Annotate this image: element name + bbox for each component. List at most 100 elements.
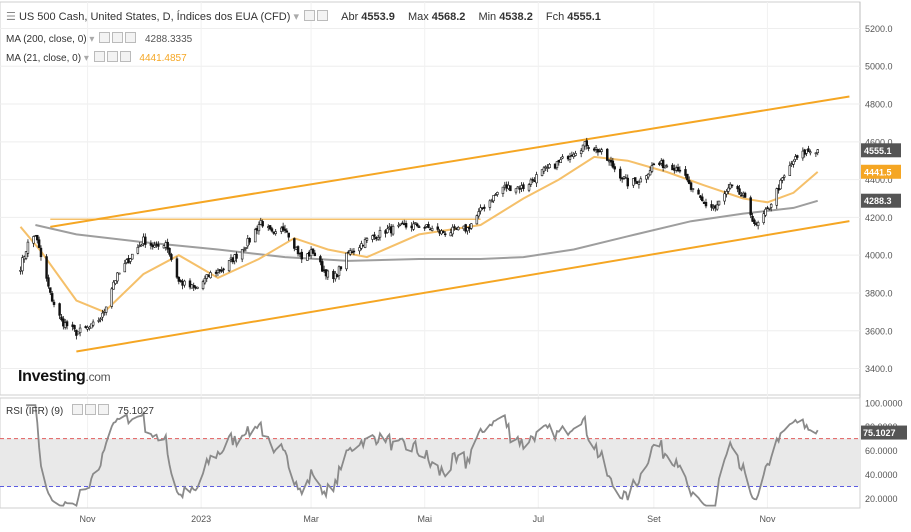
price-tag (861, 193, 901, 208)
candle (738, 188, 741, 195)
candle (257, 224, 261, 232)
candle (416, 223, 419, 227)
price-tick-label: 3800.0 (865, 288, 893, 298)
candle (242, 248, 246, 251)
candle (816, 149, 819, 154)
candle (371, 235, 374, 240)
candle (736, 186, 739, 190)
settings-icon[interactable] (106, 51, 118, 62)
candle (149, 243, 153, 246)
candle (529, 179, 533, 185)
candle (650, 165, 654, 172)
candle (311, 248, 315, 254)
candle (248, 237, 251, 243)
rsi-tick-label: 60.0000 (865, 446, 898, 456)
candle (704, 201, 708, 207)
candle (442, 230, 445, 234)
rsi-value: 75.1027 (117, 406, 154, 417)
candle (414, 222, 417, 224)
ma200-legend: MA (200, close, 0) ▾ 4288.3335 (6, 32, 192, 45)
candle (220, 270, 223, 272)
low-value: 4538.2 (499, 11, 533, 23)
visibility-icon[interactable] (99, 32, 111, 43)
time-tick-label: Nov (759, 514, 776, 524)
candle (177, 276, 181, 282)
candle (47, 277, 50, 287)
candle (633, 177, 637, 182)
visibility-icon[interactable] (72, 404, 83, 415)
chevron-down-icon[interactable]: ▾ (89, 34, 95, 45)
settings-icon[interactable] (304, 10, 316, 21)
candle (645, 175, 648, 180)
candle (548, 164, 551, 169)
candle (321, 261, 324, 272)
candle (397, 224, 400, 227)
candle (281, 226, 285, 231)
candle (270, 228, 274, 232)
candle (378, 229, 382, 238)
open-value: 4553.9 (361, 11, 395, 23)
candle (58, 303, 61, 316)
chevron-down-icon[interactable]: ▾ (293, 11, 299, 23)
investing-logo: Investing.com (18, 368, 111, 386)
candle (710, 204, 713, 208)
price-pane-grid (0, 1, 861, 508)
candle (430, 228, 434, 231)
settings-icon[interactable] (85, 404, 96, 415)
close-icon[interactable] (317, 10, 329, 21)
axis-labels: 3400.0 3600.0 3800.0 4000.0 4200.0 4400.0 4600… (80, 24, 907, 524)
candle (727, 187, 730, 192)
candle (689, 182, 693, 190)
close-icon[interactable] (125, 32, 137, 43)
candle (777, 187, 780, 191)
price-pane[interactable] (19, 95, 850, 353)
candle (581, 144, 585, 152)
candle (542, 167, 546, 172)
candle (796, 155, 799, 158)
candle (647, 173, 650, 178)
logo-suffix: .com (85, 370, 111, 384)
candle (814, 152, 818, 155)
candle (376, 237, 380, 240)
candle (114, 280, 117, 284)
candle (453, 226, 456, 228)
candle (540, 169, 544, 176)
price-tag-label: 4441.5 (864, 167, 892, 177)
candle (170, 254, 173, 260)
candle (412, 223, 415, 230)
candle (728, 183, 732, 189)
candle (117, 272, 121, 275)
candle (492, 195, 495, 202)
candle (175, 258, 179, 278)
candle (386, 228, 389, 233)
rsi-pane[interactable] (26, 404, 819, 507)
rsi-line (26, 404, 819, 507)
visibility-icon[interactable] (93, 51, 105, 62)
candle (436, 226, 439, 230)
candle (363, 239, 367, 248)
candle (477, 211, 480, 217)
candle (501, 186, 505, 195)
candle (319, 256, 322, 263)
candle (300, 251, 303, 260)
chart-type-icon[interactable]: ☰ (6, 11, 16, 23)
candle (676, 166, 680, 172)
candle (136, 246, 140, 254)
price-tick-label: 5000.0 (865, 62, 893, 72)
candle (587, 147, 590, 149)
close-icon[interactable] (98, 404, 109, 415)
candle (192, 285, 195, 288)
candle (50, 293, 54, 302)
candle (443, 233, 447, 236)
rsi-value-tag-label: 75.1027 (863, 428, 896, 438)
candle (60, 316, 63, 321)
candle (140, 244, 143, 247)
candle (639, 178, 643, 183)
chevron-down-icon[interactable]: ▾ (83, 53, 89, 64)
close-icon[interactable] (119, 51, 131, 62)
candle (26, 241, 30, 254)
candle (648, 170, 652, 176)
close-value: 4555.1 (567, 11, 601, 23)
settings-icon[interactable] (112, 32, 124, 43)
candle (600, 149, 603, 152)
